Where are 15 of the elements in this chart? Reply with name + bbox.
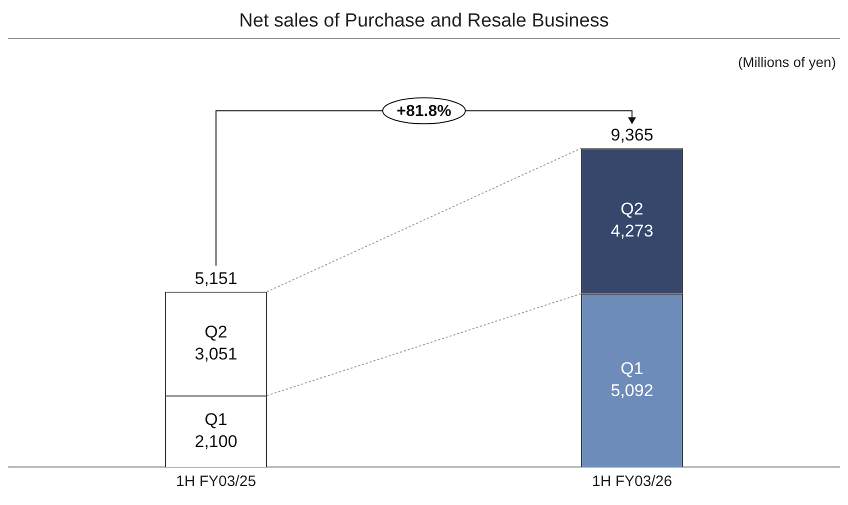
text: +81.8% — [396, 103, 452, 120]
total-label: 9,365 — [610, 125, 654, 144]
series-label: Q2 — [204, 322, 228, 342]
chart-title: Net sales of Purchase and Resale Business — [239, 10, 609, 32]
data-label: 3,051 — [194, 344, 238, 364]
data-label: 4,273 — [610, 222, 654, 241]
data-label: 2,100 — [194, 432, 238, 451]
total-label: 5,151 — [194, 268, 238, 288]
series-label: Q1 — [204, 410, 228, 429]
text: (Millions of yen) — [738, 54, 836, 70]
text: Q1 — [620, 359, 644, 378]
x-tick-label: 1H FY03/26 — [592, 473, 672, 490]
x-tick-label: 1H FY03/25 — [176, 473, 256, 490]
data-label: 5,092 — [610, 381, 654, 400]
text: Q2 — [620, 200, 644, 219]
